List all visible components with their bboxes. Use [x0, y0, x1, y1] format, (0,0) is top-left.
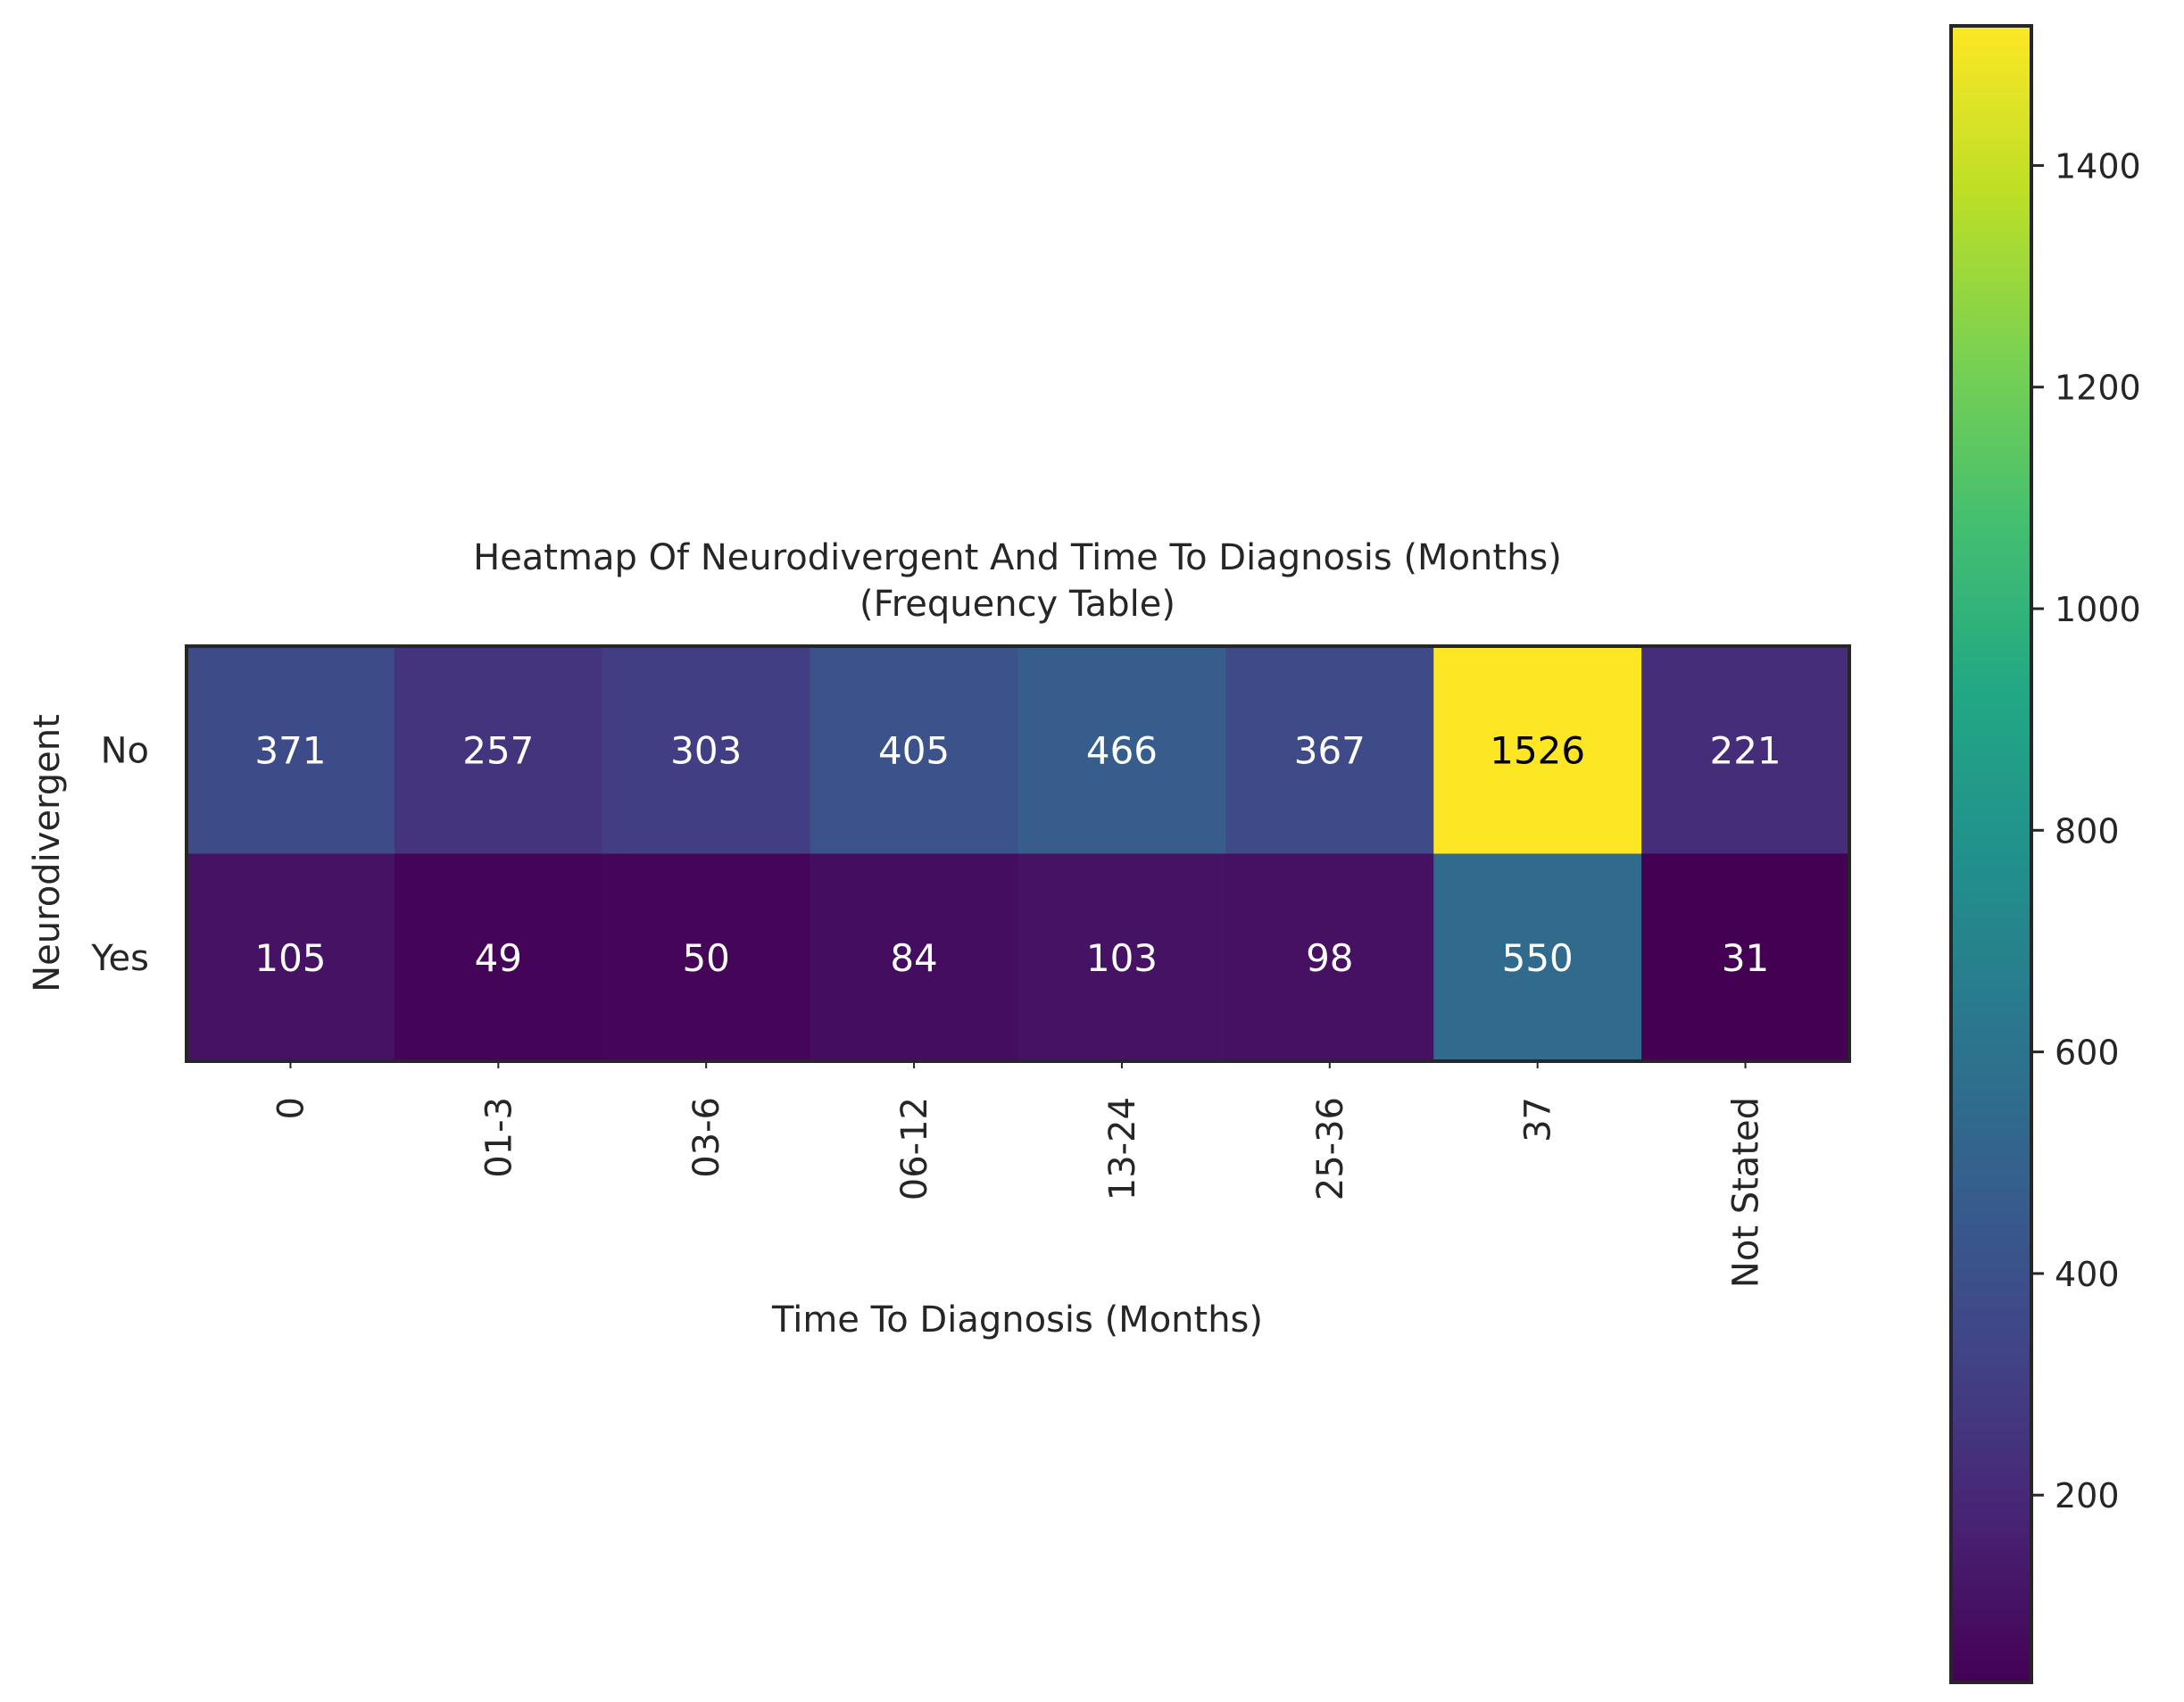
plot-frame [185, 644, 1851, 1063]
y-tick-labels: No Yes [90, 730, 149, 979]
cell-value-label: 550 [1502, 936, 1574, 980]
x-axis-label: Time To Diagnosis (Months) [771, 1299, 1263, 1341]
heatmap-cell [602, 646, 811, 854]
cell-annotations: 371 257 303 405 466 367 1526 221 105 49 50 84 103 98 5… [254, 728, 1781, 980]
cell-value-label: 257 [462, 728, 534, 772]
x-tick-label: 06-12 [894, 1097, 935, 1200]
cell-value-label: 371 [254, 728, 326, 772]
heatmap-cell [1225, 853, 1434, 1062]
heatmap-cell [187, 853, 395, 1062]
cell-value-label: 50 [682, 936, 729, 980]
heatmap-cell [1225, 646, 1434, 854]
x-tick-label: 01-3 [478, 1097, 519, 1178]
cell-value-label: 98 [1306, 936, 1353, 980]
colorbar-tick-label: 800 [2055, 811, 2120, 851]
heatmap-cell [1433, 646, 1642, 854]
cell-value-label: 405 [878, 728, 950, 772]
cell-value-label: 1526 [1490, 728, 1585, 772]
cell-value-label: 221 [1709, 728, 1781, 772]
x-tick-labels: 0 01-3 03-6 06-12 13-24 25-36 37 Not Stated [270, 1061, 1767, 1288]
colorbar-tick-label: 1400 [2055, 146, 2141, 186]
colorbar-ticks: 200 400 600 800 1000 1200 1400 [2031, 146, 2141, 1515]
cell-value-label: 466 [1086, 728, 1158, 772]
cell-value-label: 367 [1294, 728, 1366, 772]
colorbar [1949, 24, 2033, 1684]
heatmap-cell [1017, 853, 1226, 1062]
cell-value-label: 303 [670, 728, 742, 772]
colorbar-tick-label: 200 [2055, 1476, 2120, 1515]
y-axis-label: Neurodivergent [27, 714, 68, 992]
x-tick-label: 13-24 [1102, 1097, 1143, 1200]
cell-value-label: 31 [1722, 936, 1769, 980]
heatmap-cell [1641, 853, 1850, 1062]
cell-value-label: 84 [890, 936, 937, 980]
heatmap-cell [187, 646, 395, 854]
heatmap-cell [394, 853, 603, 1062]
x-tick-label: 03-6 [686, 1097, 727, 1178]
colorbar-tick-label: 400 [2055, 1255, 2120, 1294]
y-tick-label: No [101, 730, 149, 771]
heatmap-cell [810, 646, 1018, 854]
heatmap-cell [1641, 646, 1850, 854]
cell-value-label: 49 [475, 936, 522, 980]
chart-title: Heatmap Of Neurodivergent And Time To Di… [473, 537, 1562, 578]
heatmap-cell [1433, 853, 1642, 1062]
chart-subtitle: (Frequency Table) [859, 584, 1175, 625]
colorbar-tick-label: 600 [2055, 1034, 2120, 1073]
cell-value-label: 105 [254, 936, 326, 980]
heatmap-cells [187, 646, 1850, 1062]
x-tick-label: 0 [270, 1097, 311, 1119]
colorbar-tick-label: 1200 [2055, 369, 2141, 408]
colorbar-tick-label: 1000 [2055, 590, 2141, 629]
heatmap-cell [810, 853, 1018, 1062]
heatmap-cell [394, 646, 603, 854]
x-tick-label: Not Stated [1726, 1097, 1767, 1288]
x-tick-label: 37 [1518, 1097, 1559, 1142]
cell-value-label: 103 [1086, 936, 1158, 980]
y-tick-label: Yes [90, 938, 149, 979]
heatmap-cell [602, 853, 811, 1062]
heatmap-cell [1017, 646, 1226, 854]
x-tick-label: 25-36 [1310, 1097, 1351, 1200]
